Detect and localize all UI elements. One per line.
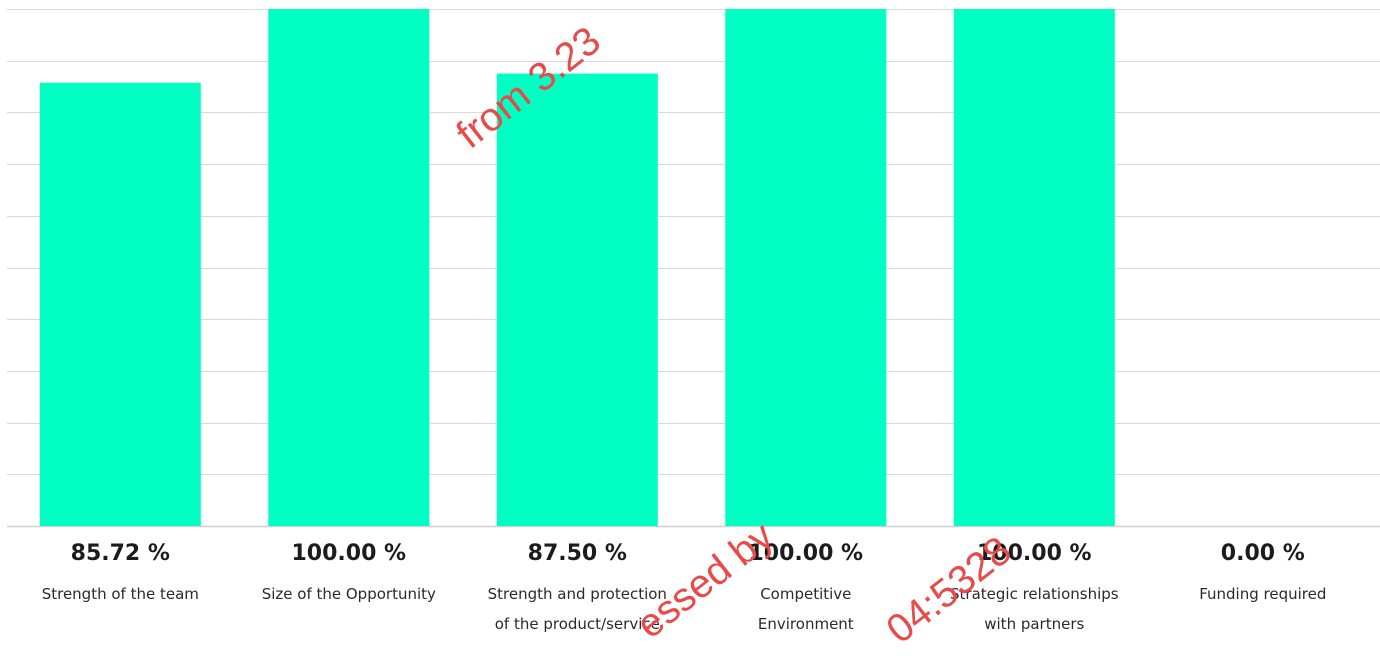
bars xyxy=(39,9,1115,527)
category-label: Strategic relationships xyxy=(950,585,1119,603)
bar-value-label: 87.50 % xyxy=(528,541,627,566)
bar-value-label: 0.00 % xyxy=(1221,541,1305,566)
category-label: Competitive xyxy=(760,585,851,603)
gridlines xyxy=(7,9,1380,528)
bar-value-label: 100.00 % xyxy=(748,541,863,566)
bar-value-label: 100.00 % xyxy=(977,541,1092,566)
bar-value-label: 85.72 % xyxy=(71,541,170,566)
category-label: Environment xyxy=(758,615,854,633)
category-label: Strength and protection xyxy=(488,585,667,603)
category-label: of the product/service xyxy=(495,615,660,633)
bar xyxy=(953,9,1115,526)
bar-value-label: 100.00 % xyxy=(291,541,406,566)
category-label: Strength of the team xyxy=(42,585,199,603)
bar xyxy=(725,9,887,526)
bar xyxy=(268,9,430,526)
category-label: Funding required xyxy=(1199,585,1326,603)
bar xyxy=(39,82,201,527)
labels: 85.72 % Strength of the team 100.00 % Size … xyxy=(42,541,1327,633)
category-label: Size of the Opportunity xyxy=(262,585,436,603)
category-label: with partners xyxy=(984,615,1084,633)
bar xyxy=(496,73,658,526)
